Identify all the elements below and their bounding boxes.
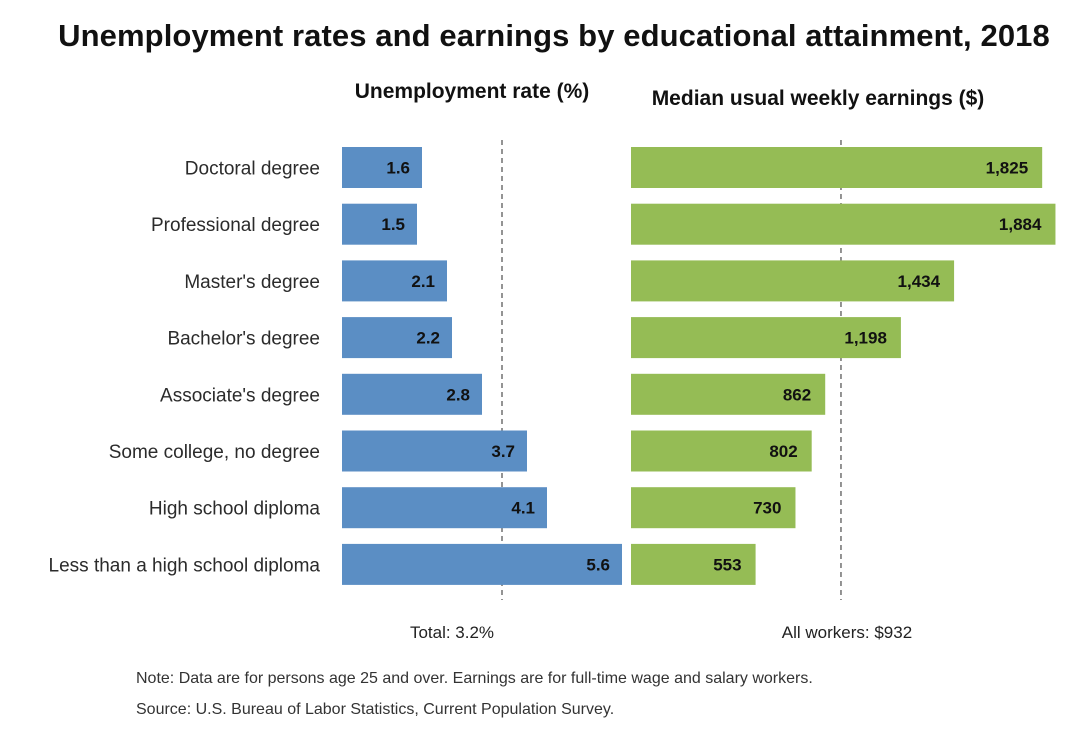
unemployment-value-less-than-a-high-school-diploma: 5.6: [586, 555, 610, 574]
earnings-value-master-s-degree: 1,434: [898, 272, 941, 291]
unemployment-value-high-school-diploma: 4.1: [511, 499, 535, 518]
unemployment-value-professional-degree: 1.5: [381, 215, 405, 234]
unemployment-value-master-s-degree: 2.1: [411, 272, 435, 291]
earnings-panel-title: Median usual weekly earnings ($): [652, 87, 985, 110]
earnings-bar-professional-degree: [631, 203, 1056, 245]
earnings-bar-some-college-no-degree: [631, 430, 812, 472]
category-label-some-college-no-degree: Some college, no degree: [109, 442, 320, 463]
unemployment-bar-some-college-no-degree: [342, 430, 527, 472]
category-label-less-than-a-high-school-diploma: Less than a high school diploma: [49, 555, 321, 576]
category-label-professional-degree: Professional degree: [151, 215, 320, 236]
earnings-value-bachelor-s-degree: 1,198: [844, 329, 887, 348]
unemployment-bar-high-school-diploma: [342, 487, 547, 529]
unemployment-bar-master-s-degree: [342, 260, 447, 302]
earnings-value-high-school-diploma: 730: [753, 499, 781, 518]
earnings-value-doctoral-degree: 1,825: [986, 159, 1029, 178]
unemployment-value-bachelor-s-degree: 2.2: [416, 329, 440, 348]
unemployment-bars: 1.6 1.5 2.1 2.2 2.8 3.7 4.1 5.6: [342, 147, 622, 585]
earnings-bar-doctoral-degree: [631, 147, 1043, 188]
category-label-high-school-diploma: High school diploma: [149, 499, 321, 520]
earnings-bar-less-than-a-high-school-diploma: [631, 543, 756, 585]
unemployment-bar-less-than-a-high-school-diploma: [342, 543, 622, 585]
earnings-all-workers-label: All workers: $932: [782, 623, 912, 642]
earnings-bar-bachelor-s-degree: [631, 317, 901, 359]
earnings-value-less-than-a-high-school-diploma: 553: [713, 555, 741, 574]
earnings-bar-high-school-diploma: [631, 487, 796, 529]
unemployment-value-associate-s-degree: 2.8: [446, 385, 470, 404]
unemployment-total-label: Total: 3.2%: [410, 623, 494, 642]
unemployment-bar-doctoral-degree: [342, 147, 422, 188]
earnings-value-professional-degree: 1,884: [999, 215, 1042, 234]
chart-note: Note: Data are for persons age 25 and ov…: [136, 670, 813, 687]
unemployment-panel-title: Unemployment rate (%): [355, 80, 590, 103]
category-label-associate-s-degree: Associate's degree: [160, 385, 320, 406]
category-label-doctoral-degree: Doctoral degree: [185, 159, 320, 180]
unemployment-bar-associate-s-degree: [342, 373, 482, 415]
category-labels: Doctoral degree Professional degree Master…: [49, 159, 321, 577]
unemployment-value-doctoral-degree: 1.6: [386, 159, 410, 178]
unemployment-bar-professional-degree: [342, 203, 417, 245]
earnings-value-associate-s-degree: 862: [783, 385, 811, 404]
category-label-bachelor-s-degree: Bachelor's degree: [167, 329, 320, 350]
earnings-bar-associate-s-degree: [631, 373, 826, 415]
category-label-master-s-degree: Master's degree: [184, 272, 320, 293]
earnings-bar-master-s-degree: [631, 260, 955, 302]
earnings-value-some-college-no-degree: 802: [769, 442, 797, 461]
unemployment-value-some-college-no-degree: 3.7: [491, 442, 515, 461]
chart-source: Source: U.S. Bureau of Labor Statistics,…: [136, 701, 615, 718]
earnings-bars: 1,825 1,884 1,434 1,198 862 802 730 553: [631, 147, 1056, 585]
chart-title: Unemployment rates and earnings by educa…: [58, 18, 1050, 53]
unemployment-bar-bachelor-s-degree: [342, 317, 452, 359]
